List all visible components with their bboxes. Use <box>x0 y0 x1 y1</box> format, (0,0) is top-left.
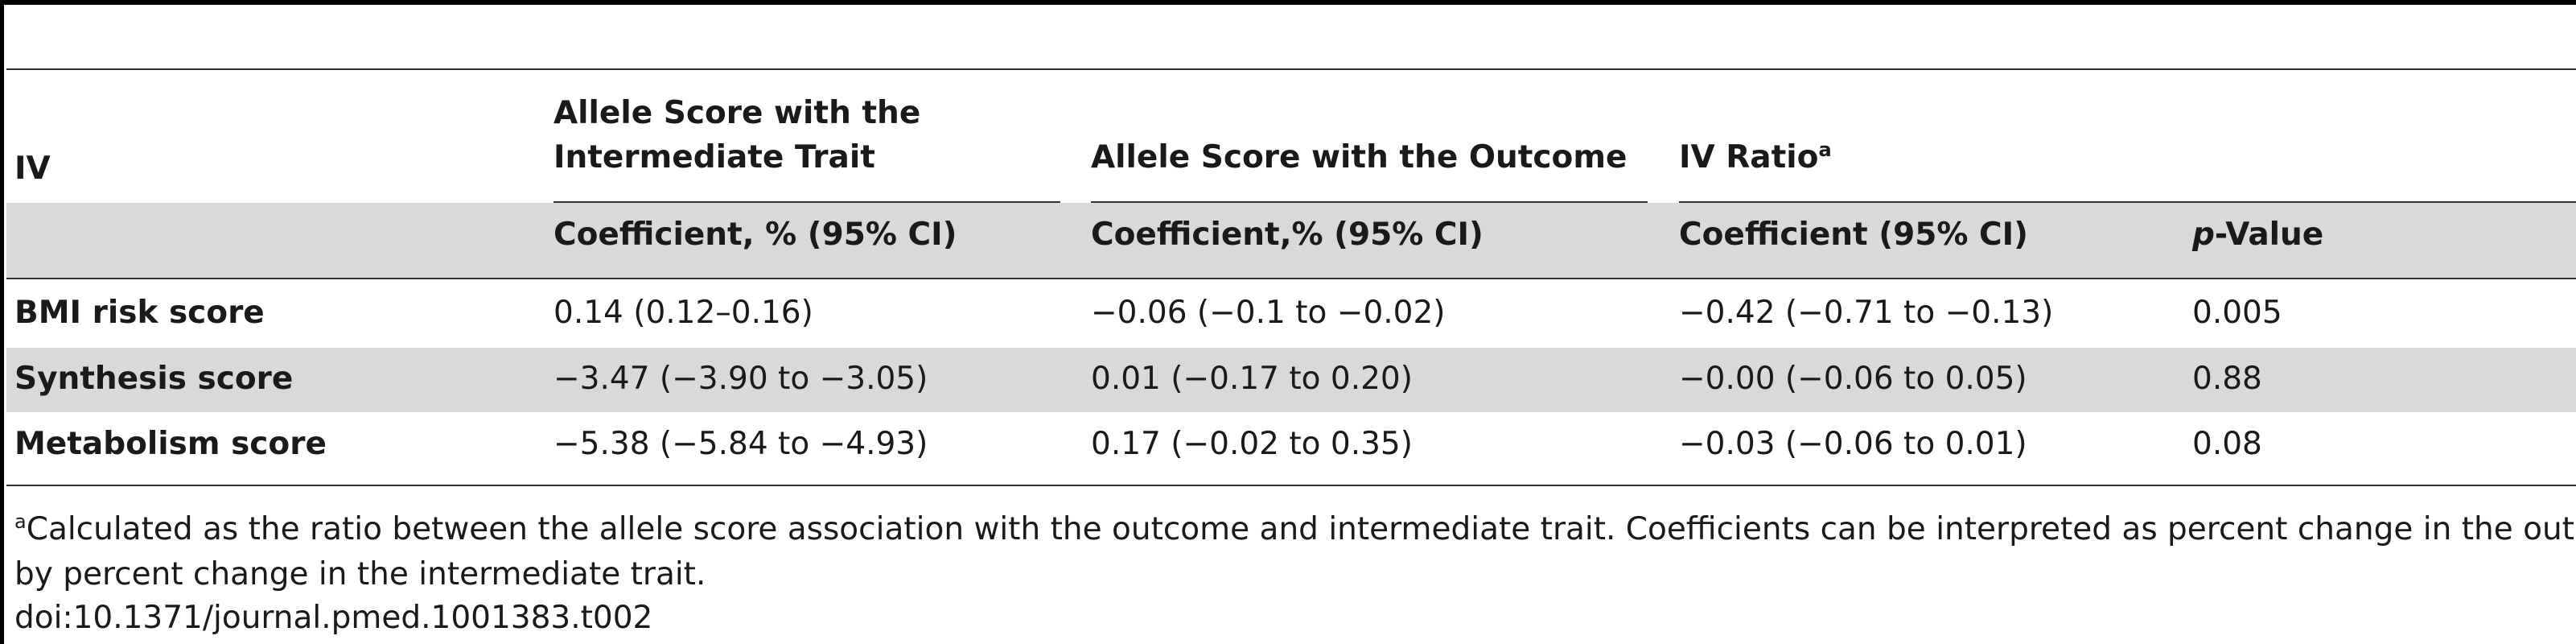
header-group-outcome: Allele Score with the Outcome <box>1091 139 1627 175</box>
spanner-rule-intermediate <box>553 201 1060 203</box>
header-bottom-rule <box>6 278 2576 279</box>
row-metabolism-outcome: 0.17 (−0.02 to 0.35) <box>1091 426 1413 462</box>
row-synthesis-p-value: 0.88 <box>2192 361 2262 397</box>
spanner-rule-outcome <box>1091 201 1648 203</box>
row-label-bmi: BMI risk score <box>14 295 265 331</box>
subheader-coef-outcome: Coefficient,% (95% CI) <box>1091 217 1483 253</box>
footnote-line1: aCalculated as the ratio between the all… <box>14 507 2576 552</box>
iv-ratio-label: IV Ratio <box>1679 139 1819 175</box>
row-synthesis-outcome: 0.01 (−0.17 to 0.20) <box>1091 361 1413 397</box>
header-group-intermediate-line2: Intermediate Trait <box>553 139 875 175</box>
row-bmi-intermediate: 0.14 (0.12–0.16) <box>553 295 813 331</box>
p-value-rest: -Value <box>2214 217 2324 253</box>
row-metabolism-p-value: 0.08 <box>2192 426 2262 462</box>
subheader-coef-iv-ratio: Coefficient (95% CI) <box>1679 217 2028 253</box>
row-label-synthesis: Synthesis score <box>14 361 294 397</box>
header-group-iv-ratio: IV Ratioa <box>1679 135 1832 180</box>
footnote-marker: a <box>14 510 27 533</box>
left-border <box>0 0 4 644</box>
row-synthesis-iv-ratio: −0.00 (−0.06 to 0.05) <box>1679 361 2027 397</box>
row-synthesis-intermediate: −3.47 (−3.90 to −3.05) <box>553 361 928 397</box>
table-bottom-rule <box>6 485 2576 486</box>
row-bmi-outcome: −0.06 (−0.1 to −0.02) <box>1091 295 1446 331</box>
p-value-italic: p <box>2192 217 2215 253</box>
subheader-p-value: p-Value <box>2192 213 2323 258</box>
header-iv: IV <box>14 151 51 187</box>
row-metabolism-intermediate: −5.38 (−5.84 to −4.93) <box>553 426 928 462</box>
row-band-synthesis <box>6 348 2576 412</box>
footnote-text-1: Calculated as the ratio between the alle… <box>26 511 2576 547</box>
header-group-intermediate-line1: Allele Score with the <box>553 95 921 131</box>
top-border <box>0 0 2576 5</box>
subheader-band <box>6 203 2576 278</box>
row-label-metabolism: Metabolism score <box>14 426 327 462</box>
row-bmi-p-value: 0.005 <box>2192 295 2282 331</box>
footnote-line2: by percent change in the intermediate tr… <box>14 556 706 592</box>
table-top-rule <box>6 68 2576 70</box>
row-bmi-iv-ratio: −0.42 (−0.71 to −0.13) <box>1679 295 2054 331</box>
doi-link[interactable]: doi:10.1371/journal.pmed.1001383.t002 <box>14 600 653 636</box>
iv-ratio-footnote-marker: a <box>1818 138 1832 161</box>
spanner-rule-iv-ratio <box>1679 201 2576 203</box>
row-metabolism-iv-ratio: −0.03 (−0.06 to 0.01) <box>1679 426 2027 462</box>
subheader-coef-intermediate: Coefficient, % (95% CI) <box>553 217 957 253</box>
